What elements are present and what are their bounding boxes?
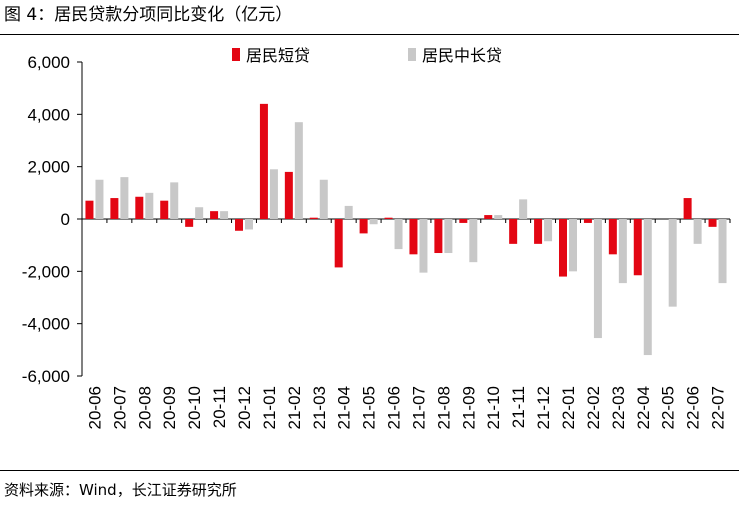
- bar-short-term-21-06: [384, 217, 393, 219]
- x-tick-label: 22-05: [659, 386, 678, 429]
- x-tick-label: 22-02: [584, 386, 603, 429]
- bar-long-term-20-08: [145, 192, 154, 219]
- bar-long-term-22-05: [668, 219, 677, 307]
- x-tick-label: 22-07: [709, 386, 728, 429]
- y-tick-label: 6,000: [27, 53, 70, 72]
- x-tick-label: 21-02: [285, 386, 304, 429]
- bar-long-term-21-11: [519, 199, 528, 219]
- x-tick-label: 22-01: [559, 386, 578, 429]
- bar-short-term-21-08: [434, 219, 443, 254]
- x-tick-label: 22-04: [634, 386, 653, 429]
- x-tick-label: 20-12: [235, 386, 254, 429]
- bar-long-term-21-04: [344, 205, 353, 219]
- bar-short-term-21-09: [459, 219, 468, 223]
- bar-long-term-21-05: [369, 219, 378, 225]
- x-tick-label: 21-04: [335, 386, 354, 429]
- bar-long-term-22-04: [643, 219, 652, 356]
- x-tick-label: 21-03: [310, 386, 329, 429]
- y-tick-label: -4,000: [22, 315, 70, 334]
- bar-short-term-20-10: [185, 219, 194, 227]
- bar-long-term-20-12: [245, 219, 253, 230]
- x-tick-label: 20-09: [160, 386, 179, 429]
- y-tick-label: 2,000: [27, 158, 70, 177]
- bar-short-term-20-09: [160, 200, 169, 219]
- x-tick-label: 20-06: [85, 386, 104, 429]
- bar-long-term-21-02: [294, 122, 303, 219]
- y-tick-label: -6,000: [22, 367, 70, 386]
- x-tick-label: 22-06: [684, 386, 703, 429]
- source-note: 资料来源：Wind，长江证券研究所: [4, 481, 237, 499]
- legend-label-long-term: 居民中长贷: [422, 46, 502, 65]
- x-tick-label: 21-05: [360, 386, 379, 429]
- x-tick-label: 21-07: [409, 386, 428, 429]
- bar-long-term-22-06: [693, 219, 702, 244]
- bar-long-term-20-09: [170, 182, 179, 219]
- bar-short-term-22-04: [633, 219, 642, 276]
- bar-long-term-22-03: [618, 219, 627, 284]
- bar-long-term-21-10: [494, 215, 503, 219]
- legend-label-short-term: 居民短贷: [246, 46, 310, 65]
- bar-long-term-22-07: [718, 219, 727, 284]
- bar-short-term-21-07: [409, 219, 418, 255]
- bar-short-term-20-12: [235, 219, 243, 231]
- y-tick-label: -2,000: [22, 262, 70, 281]
- bar-short-term-20-11: [210, 211, 219, 219]
- bar-long-term-21-01: [269, 169, 278, 219]
- x-tick-label: 21-10: [484, 386, 503, 429]
- y-axis: -6,000 -4,000 -2,000 0 2,000 4,000 6,000: [22, 53, 83, 386]
- x-tick-label: 21-12: [534, 386, 553, 429]
- bar-short-term-22-03: [608, 219, 617, 255]
- bar-short-term-22-01: [559, 219, 567, 277]
- legend-swatch-short-term: [232, 48, 240, 61]
- x-tick-label: 21-08: [434, 386, 453, 429]
- bar-long-term-20-06: [95, 179, 104, 219]
- bar-long-term-21-12: [544, 219, 553, 242]
- x-tick-label: 20-11: [210, 386, 229, 428]
- bar-long-term-21-07: [419, 219, 428, 273]
- x-tick-label: 20-07: [110, 386, 129, 429]
- y-tick-label: 4,000: [27, 105, 70, 124]
- bar-short-term-21-01: [259, 103, 268, 219]
- bar-long-term-20-11: [220, 211, 229, 219]
- legend: 居民短贷 居民中长贷: [232, 46, 502, 65]
- bar-chart: -6,000 -4,000 -2,000 0 2,000 4,000 6,000 20-06…: [22, 46, 731, 429]
- bar-long-term-22-01: [569, 219, 577, 272]
- x-axis: 20-06 20-07 20-08 20-09 20-10 20-11 20-12 21-01…: [82, 218, 731, 429]
- bar-short-term-21-05: [359, 219, 368, 234]
- bar-long-term-21-03: [319, 179, 328, 219]
- bar-short-term-20-07: [110, 198, 119, 219]
- legend-swatch-long-term: [408, 48, 416, 61]
- bar-long-term-21-06: [394, 219, 403, 250]
- bar-short-term-22-06: [683, 198, 692, 219]
- x-tick-label: 22-03: [609, 386, 628, 429]
- bar-long-term-22-02: [593, 219, 602, 339]
- bars: [85, 103, 727, 356]
- bar-short-term-20-08: [135, 196, 144, 219]
- x-tick-label: 21-06: [385, 386, 404, 429]
- x-tick-label: 21-01: [260, 386, 279, 429]
- figure-title: 图 4：居民贷款分项同比变化（亿元）: [4, 5, 293, 25]
- x-tick-label: 21-11: [509, 386, 528, 428]
- bar-short-term-21-04: [334, 219, 343, 268]
- bar-short-term-21-02: [284, 171, 293, 219]
- y-tick-label: 0: [61, 210, 70, 229]
- x-tick-label: 20-08: [135, 386, 154, 429]
- bar-short-term-21-11: [509, 219, 518, 244]
- bar-long-term-20-10: [195, 207, 204, 219]
- bar-long-term-21-09: [469, 219, 478, 263]
- bar-short-term-20-06: [85, 200, 94, 219]
- bar-short-term-22-02: [583, 219, 592, 223]
- bar-short-term-21-10: [484, 215, 493, 219]
- bar-short-term-21-12: [534, 219, 543, 244]
- bottom-rule: [0, 470, 739, 471]
- x-tick-label: 21-09: [459, 386, 478, 429]
- bar-long-term-21-08: [444, 219, 453, 254]
- bar-short-term-21-03: [309, 217, 318, 219]
- x-tick-label: 20-10: [185, 386, 204, 429]
- top-rule: [0, 34, 739, 35]
- bar-short-term-22-07: [708, 219, 717, 227]
- bar-long-term-20-07: [120, 177, 129, 219]
